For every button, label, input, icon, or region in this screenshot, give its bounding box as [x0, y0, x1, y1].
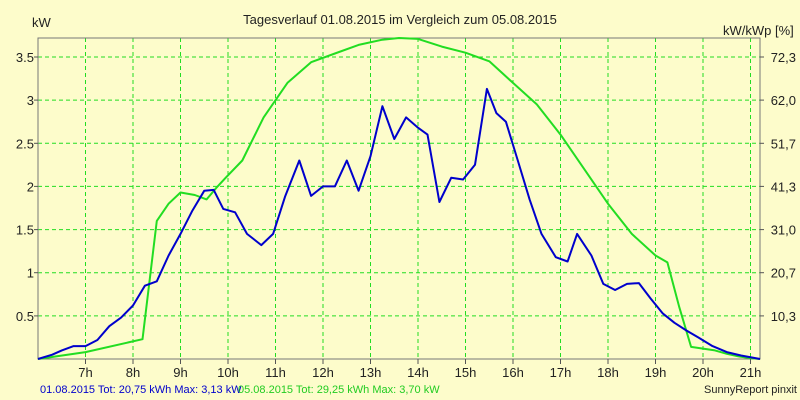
x-tick-label: 8h — [126, 365, 140, 380]
x-tick-label: 13h — [360, 365, 382, 380]
chart-title: Tagesverlauf 01.08.2015 im Vergleich zum… — [243, 12, 557, 27]
y-tick-label-left: 3 — [27, 93, 34, 108]
y-tick-label-right: 62,0 — [771, 93, 796, 108]
series-lines — [37, 37, 761, 360]
axis-ticks: 7h 8h 9h 10h 11h 12h 13h 14h 15h 16h 17h 18h 19h 20h 2… — [16, 50, 796, 380]
x-tick-label: 7h — [78, 365, 92, 380]
y-tick-label-left: 1 — [27, 266, 34, 281]
x-tick-label: 9h — [173, 365, 187, 380]
y-tick-label-left: 2.5 — [16, 136, 34, 151]
y-axis-left-label: kW — [32, 15, 52, 30]
x-tick-label: 18h — [597, 365, 619, 380]
y-tick-label-right: 51,7 — [771, 136, 796, 151]
x-tick-label: 21h — [740, 365, 762, 380]
y-tick-label-left: 0.5 — [16, 309, 34, 324]
x-tick-label: 12h — [312, 365, 334, 380]
series-line-2 — [37, 37, 761, 360]
y-tick-label-right: 31,0 — [771, 223, 796, 238]
y-tick-label-left: 2 — [27, 179, 34, 194]
x-tick-label: 15h — [455, 365, 477, 380]
y-tick-label-right: 10,3 — [771, 309, 796, 324]
y-tick-label-right: 72,3 — [771, 50, 796, 65]
x-tick-label: 17h — [550, 365, 572, 380]
series1-summary: 01.08.2015 Tot: 20,75 kWh Max: 3,13 kW — [40, 384, 242, 396]
x-tick-label: 11h — [265, 365, 286, 380]
x-tick-label: 19h — [645, 365, 667, 380]
y-tick-label-right: 41,3 — [771, 179, 796, 194]
x-tick-label: 10h — [217, 365, 239, 380]
series2-summary: 05.08.2015 Tot: 29,25 kWh Max: 3,70 kW — [238, 384, 440, 396]
y-tick-label-right: 20,7 — [771, 266, 796, 281]
credit-text: SunnyReport pinxit — [704, 384, 797, 396]
x-tick-label: 20h — [692, 365, 714, 380]
x-tick-label: 16h — [502, 365, 524, 380]
grid-lines — [38, 38, 760, 359]
x-tick-label: 14h — [407, 365, 429, 380]
y-axis-right-label: kW/kWp [%] — [723, 23, 794, 38]
series-line-1 — [37, 87, 761, 360]
y-tick-label-left: 1.5 — [16, 223, 34, 238]
y-tick-label-left: 3.5 — [16, 50, 34, 65]
